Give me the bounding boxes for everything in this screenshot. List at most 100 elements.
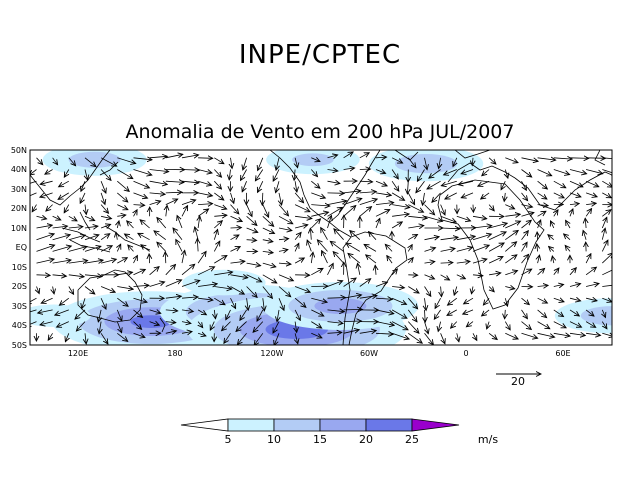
wind-vector [116, 232, 117, 240]
wind-vector [214, 287, 232, 290]
wind-vector [408, 245, 412, 252]
wind-vector [84, 235, 99, 241]
colorbar-tick: 25 [405, 433, 419, 446]
wind-vector [84, 275, 102, 277]
wind-vector [36, 157, 43, 165]
wind-vector [311, 252, 313, 264]
wind-vector [68, 215, 77, 221]
wind-vector [327, 332, 342, 333]
wind-vector [585, 193, 597, 197]
wind-vector [408, 204, 423, 213]
wind-vector [570, 209, 573, 217]
wind-vector [429, 169, 441, 179]
wind-vector [276, 157, 279, 170]
wind-vector [521, 157, 539, 162]
wind-vector [198, 204, 213, 205]
wind-vector [237, 333, 247, 344]
wind-vector [246, 204, 252, 217]
wind-vector [295, 181, 297, 192]
wind-vector [585, 218, 586, 229]
wind-vector [343, 198, 362, 205]
wind-vector [64, 169, 69, 178]
wind-vector [311, 212, 328, 217]
wind-vector [230, 298, 236, 308]
lon-label: 60E [555, 349, 570, 358]
wind-vector [391, 321, 408, 330]
wind-vector [537, 169, 552, 176]
wind-vector [59, 297, 70, 305]
wind-vector [258, 157, 264, 171]
wind-vector [566, 220, 570, 229]
wind-vector [444, 169, 457, 175]
wind-vector [438, 321, 440, 332]
wind-vector [30, 321, 37, 326]
wind-vector [68, 235, 86, 241]
wind-vector [327, 310, 345, 312]
wind-vector [482, 169, 490, 176]
wind-vector [505, 298, 507, 306]
wind-vector [487, 321, 489, 329]
wind-vector [359, 331, 376, 334]
wind-vector [569, 298, 581, 301]
wind-vector [181, 332, 192, 334]
colorbar-segment [227, 418, 275, 432]
wind-vector [392, 214, 409, 216]
lat-label: 20S [12, 282, 27, 291]
wind-vector [317, 240, 328, 252]
wind-vector [359, 192, 377, 193]
colorbar: 5 10 15 20 25 m/s [180, 418, 498, 446]
wind-vector [327, 281, 343, 287]
wind-vector [149, 193, 166, 194]
wind-vector [116, 309, 122, 321]
wind-vector [32, 204, 36, 212]
wind-vector [133, 321, 142, 330]
wind-vector [375, 203, 394, 205]
wind-vector [565, 245, 570, 252]
wind-vector [165, 331, 177, 334]
wind-vector [375, 298, 392, 299]
wind-vector [602, 285, 612, 287]
wind-vector [407, 192, 414, 205]
wind-vector [440, 333, 445, 343]
wind-vector [564, 234, 571, 240]
wind-vector [36, 275, 51, 276]
wind-vector [434, 309, 441, 319]
wind-vector [407, 297, 417, 309]
wind-vector [246, 227, 258, 232]
wind-vector [100, 286, 115, 293]
wind-vector [334, 229, 344, 240]
wind-vector [85, 204, 86, 215]
wind-vector [246, 286, 258, 298]
wind-vector [375, 309, 394, 314]
wind-vector [52, 216, 61, 220]
latitude-axis: 50N 40N 30N 20N 10N EQ 10S 20S 30S 40S 5… [11, 146, 27, 350]
wind-vector [408, 226, 424, 229]
wind-vector [230, 235, 239, 241]
wind-vector [68, 286, 74, 295]
wind-vector [222, 321, 231, 331]
wind-vector [501, 181, 505, 190]
wind-vector [537, 297, 548, 303]
wind-vector [548, 235, 555, 240]
wind-vector [424, 262, 435, 264]
wind-vector [149, 201, 161, 205]
wind-vector [432, 192, 441, 202]
wind-vector [85, 169, 88, 181]
wind-vector [375, 282, 387, 287]
wind-vector [165, 154, 183, 159]
wind-vector [246, 274, 262, 282]
wind-vector [553, 333, 570, 336]
wind-vector [488, 223, 507, 229]
wind-vector [149, 156, 168, 158]
lat-label: 40S [12, 321, 27, 330]
wind-vector [210, 321, 214, 331]
wind-vector [427, 180, 441, 189]
wind-vector [278, 298, 284, 310]
wind-vector [440, 237, 459, 239]
wind-vector [46, 204, 53, 212]
wind-vector [117, 157, 135, 164]
wind-vector [40, 322, 53, 325]
wind-vector [538, 255, 540, 264]
wind-vector [553, 298, 564, 302]
wind-vector [505, 221, 520, 229]
